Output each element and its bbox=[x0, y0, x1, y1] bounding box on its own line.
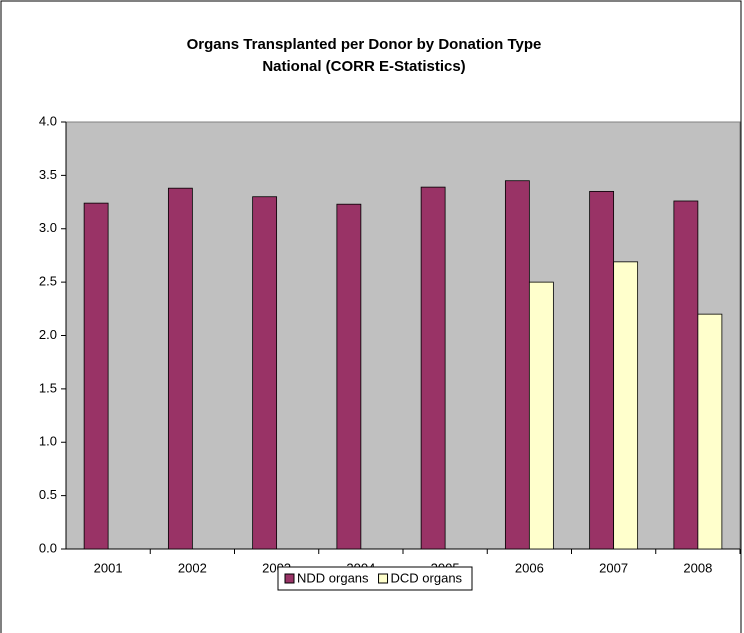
bar bbox=[697, 313, 723, 550]
x-tick-label: 2002 bbox=[178, 560, 207, 575]
legend-label: DCD organs bbox=[391, 570, 463, 585]
legend-label: NDD organs bbox=[297, 570, 369, 585]
y-tick-label: 3.0 bbox=[39, 220, 57, 235]
y-tick-label: 4.0 bbox=[39, 113, 57, 128]
x-tick-label: 2007 bbox=[599, 560, 628, 575]
chart-title: Organs Transplanted per Donor by Donatio… bbox=[187, 36, 542, 53]
y-tick-label: 2.5 bbox=[39, 274, 57, 289]
x-tick-label: 2008 bbox=[683, 560, 712, 575]
bar bbox=[252, 196, 278, 550]
y-tick-label: 1.0 bbox=[39, 434, 57, 449]
chart-subtitle: National (CORR E-Statistics) bbox=[262, 58, 465, 75]
y-tick-label: 1.5 bbox=[39, 380, 57, 395]
bar bbox=[83, 202, 109, 550]
bar bbox=[420, 186, 446, 550]
bar bbox=[336, 203, 362, 550]
bar bbox=[528, 281, 554, 550]
legend-swatch bbox=[378, 573, 389, 584]
legend-swatch bbox=[284, 573, 295, 584]
bar bbox=[167, 187, 193, 550]
y-tick-label: 0.0 bbox=[39, 540, 57, 555]
legend-box bbox=[277, 566, 473, 591]
x-tick-label: 2006 bbox=[515, 560, 544, 575]
y-tick-label: 0.5 bbox=[39, 487, 57, 502]
x-tick-label: 2001 bbox=[94, 560, 123, 575]
bar bbox=[504, 180, 530, 550]
y-tick-label: 2.0 bbox=[39, 327, 57, 342]
bar bbox=[589, 190, 615, 550]
bar bbox=[613, 261, 639, 550]
bar bbox=[673, 200, 699, 550]
plot-area bbox=[65, 121, 741, 550]
y-tick-label: 3.5 bbox=[39, 167, 57, 182]
